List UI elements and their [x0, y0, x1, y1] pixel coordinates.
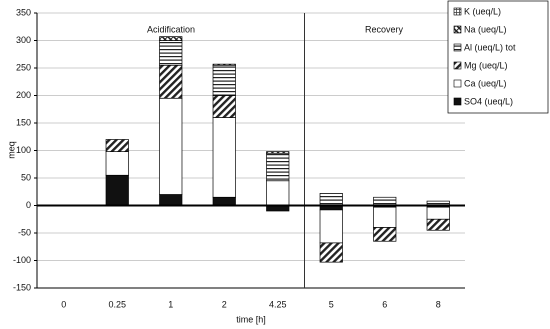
- y-tick-label: 300: [16, 35, 31, 45]
- bar-segment: [319, 209, 343, 244]
- y-tick-label: -100: [13, 255, 31, 265]
- bar-segment: [266, 151, 290, 154]
- y-tick-label: 250: [16, 62, 31, 72]
- legend-label: SO4 (ueq/L): [464, 96, 513, 106]
- bar-segment: [212, 95, 236, 118]
- legend-label: Na (ueq/L): [464, 24, 507, 34]
- annotation: Recovery: [365, 24, 404, 34]
- bar-segment: [212, 117, 236, 198]
- legend-swatch: [453, 7, 462, 16]
- y-tick-label: 50: [21, 172, 31, 182]
- legend-label: K (ueq/L): [464, 6, 501, 16]
- bar-segment: [266, 180, 290, 206]
- legend-swatch: [453, 79, 462, 88]
- x-tick-label: 6: [382, 299, 387, 309]
- x-tick-label: 0.25: [108, 299, 126, 309]
- bar-segment: [212, 64, 236, 96]
- legend-swatch: [453, 97, 462, 106]
- bar-segment: [159, 97, 183, 195]
- bar-segment: [426, 218, 450, 231]
- legend-swatch: [453, 61, 462, 70]
- bar-segment: [266, 152, 290, 182]
- bar-segment: [319, 193, 343, 206]
- legend-swatch: [453, 25, 462, 34]
- bar-segment: [319, 242, 343, 263]
- x-tick-label: 8: [436, 299, 441, 309]
- y-tick-label: 200: [16, 90, 31, 100]
- x-tick-label: 4.25: [269, 299, 287, 309]
- x-tick-label: 5: [329, 299, 334, 309]
- bar-segment: [373, 227, 397, 242]
- bar-segment: [105, 151, 129, 176]
- bar-segment: [373, 196, 397, 206]
- x-tick-label: 0: [61, 299, 66, 309]
- legend-label: Ca (ueq/L): [464, 78, 507, 88]
- bar-segment: [105, 174, 129, 206]
- x-tick-label: 1: [168, 299, 173, 309]
- y-tick-label: -50: [18, 227, 31, 237]
- y-tick-label: 0: [26, 200, 31, 210]
- bar-segment: [159, 40, 183, 66]
- y-axis-label: meq: [6, 141, 16, 159]
- x-tick-label: 2: [222, 299, 227, 309]
- y-tick-label: 350: [16, 7, 31, 17]
- legend-label: Mg (ueq/L): [464, 60, 508, 70]
- x-axis-label: time [h]: [236, 314, 266, 324]
- legend-box: [447, 0, 549, 114]
- bar-segment: [373, 206, 397, 228]
- y-tick-label: -150: [13, 282, 31, 292]
- bar-segment: [212, 196, 236, 206]
- bar-segment: [105, 139, 129, 152]
- bar-segment: [159, 36, 183, 41]
- bar-segment: [426, 206, 450, 220]
- annotation: Acidification: [147, 24, 195, 34]
- bar-segment: [212, 63, 236, 66]
- legend-label: Al (ueq/L) tot: [464, 42, 516, 52]
- y-tick-label: 150: [16, 117, 31, 127]
- y-tick-label: 100: [16, 145, 31, 155]
- legend-swatch: [453, 43, 462, 52]
- bar-segment: [159, 194, 183, 206]
- bar-segment: [159, 64, 183, 99]
